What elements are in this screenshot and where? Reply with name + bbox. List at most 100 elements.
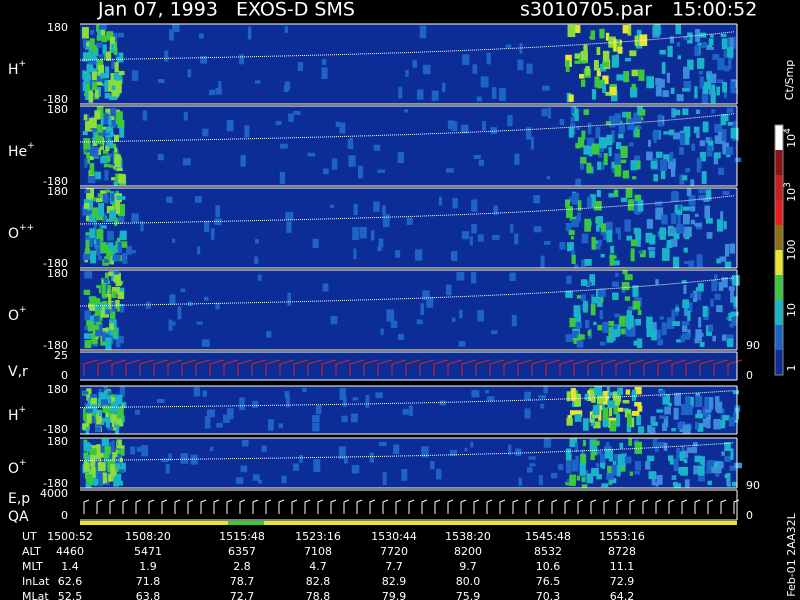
spectrogram-cell — [115, 280, 122, 287]
spectrogram-cell — [590, 452, 595, 461]
spectrogram-cell — [616, 465, 621, 477]
spectrogram-cell — [696, 157, 702, 170]
spectrogram-cell — [704, 205, 711, 219]
spectrogram-cell — [119, 241, 128, 248]
spectrogram-cell — [525, 127, 532, 140]
spectrogram-cell — [183, 111, 188, 121]
spectrogram-cell — [659, 159, 667, 172]
spectrogram-cell — [677, 422, 685, 430]
y-tick-label: 4000 — [40, 487, 68, 500]
spectrogram-cell — [312, 422, 320, 432]
footer-table: UT 1500:52 1508:20 1515:48 1523:16 1530:44 153… — [22, 512, 798, 600]
spectrogram-cell — [579, 73, 585, 79]
cell: 80.0 — [456, 575, 481, 588]
spectrogram-cell — [119, 230, 127, 241]
spectrogram-cell — [711, 279, 718, 292]
spectrogram-cell — [438, 196, 443, 206]
spectrogram-cell — [666, 240, 672, 247]
spectrogram-cell — [115, 429, 120, 433]
spectrogram-cell — [543, 386, 548, 394]
spectrogram-cell — [202, 390, 207, 397]
spectrogram-cell — [629, 471, 634, 476]
spectrogram-cell — [182, 158, 191, 166]
spectrogram-cell — [721, 334, 727, 341]
spectrogram-cell — [663, 442, 668, 451]
spectrogram-cell — [118, 469, 125, 473]
spectrogram-cell — [83, 203, 90, 209]
spectrogram-cell — [698, 194, 706, 201]
spectrogram-cell — [204, 416, 211, 429]
spectrogram-cell — [574, 414, 582, 422]
spectrogram-cell — [382, 472, 387, 485]
spectrogram-cell — [540, 403, 545, 409]
spectrogram-cell — [600, 223, 607, 234]
spectrogram-cell — [398, 333, 405, 341]
spectrogram-cell — [624, 219, 631, 232]
spectrogram-cell — [91, 339, 98, 345]
plot-id: Feb-01 2AA32L — [785, 512, 798, 596]
spectrogram-cell — [207, 409, 216, 418]
spectrogram-cell — [608, 146, 612, 157]
spectrogram-cell — [695, 44, 700, 57]
spectrogram-cell — [472, 64, 478, 74]
spectrogram-cell — [655, 77, 662, 86]
spectrogram-cell — [731, 275, 740, 286]
spectrogram-cell — [675, 24, 682, 35]
cell: 64.2 — [610, 590, 635, 600]
spectrogram-cell — [577, 212, 582, 217]
spectrogram-cell — [722, 415, 730, 421]
spectrogram-cell — [690, 205, 696, 212]
spectrogram-cell — [661, 423, 668, 432]
spectrogram-cell — [380, 328, 384, 336]
spectrogram-cell — [339, 388, 346, 401]
spectrogram-cell — [614, 113, 621, 126]
spectrogram-cell — [101, 417, 107, 422]
spectrogram-cell — [631, 410, 640, 416]
spectrogram-cell — [633, 201, 642, 214]
spectrogram-cell — [284, 26, 289, 33]
spectrogram-cell — [89, 393, 97, 401]
spectrogram-cell — [713, 461, 719, 469]
spectrogram-cell — [585, 66, 590, 76]
spectrogram-cell — [723, 221, 727, 230]
spectrogram-cell — [550, 472, 558, 479]
y-tick-label: 180 — [47, 185, 68, 198]
spectrogram-cell — [680, 466, 688, 476]
spectrogram-cell — [566, 275, 572, 285]
spectrogram-cell — [601, 162, 605, 170]
colorbar-tick-label: 100 — [785, 240, 798, 261]
cell: 1508:20 — [125, 530, 171, 543]
spectrogram-cell — [566, 417, 573, 426]
spectrogram-cell — [728, 57, 732, 70]
spectrogram-cell — [161, 458, 168, 463]
spectrogram-cell — [705, 137, 710, 144]
spectrogram-cell — [655, 151, 663, 158]
spectrogram-cell — [576, 125, 580, 130]
colorbar-cell — [775, 275, 783, 301]
spectrogram-cell — [567, 242, 574, 252]
spectrogram-cell — [82, 130, 88, 136]
spectrogram-cell — [685, 167, 691, 173]
spectrogram-cell — [93, 480, 98, 486]
spectrogram-cell — [683, 132, 690, 140]
spectrogram-cell — [83, 138, 91, 150]
spectrogram-cell — [226, 119, 234, 132]
spectrogram-cell — [607, 400, 615, 408]
panel-label: O+ — [8, 305, 27, 325]
spectrogram-cell — [616, 74, 625, 81]
spectrogram-cell — [100, 341, 107, 346]
spectrogram-cell — [628, 438, 632, 446]
spectrogram-cell — [568, 127, 574, 138]
spectrogram-cell — [111, 302, 116, 312]
spectrogram-cell — [681, 280, 687, 284]
spectrogram-cell — [707, 46, 715, 50]
spectrogram-cell — [633, 340, 638, 346]
spectrogram-cell — [130, 446, 136, 455]
spectrogram-cell — [111, 440, 115, 453]
spectrogram-cell — [106, 399, 112, 409]
spectrogram-cell — [571, 192, 580, 205]
spectrogram-cell — [111, 43, 115, 53]
cell: 72.7 — [230, 590, 255, 600]
spectrogram-cell — [586, 281, 592, 287]
spectrogram-cell — [172, 238, 176, 243]
